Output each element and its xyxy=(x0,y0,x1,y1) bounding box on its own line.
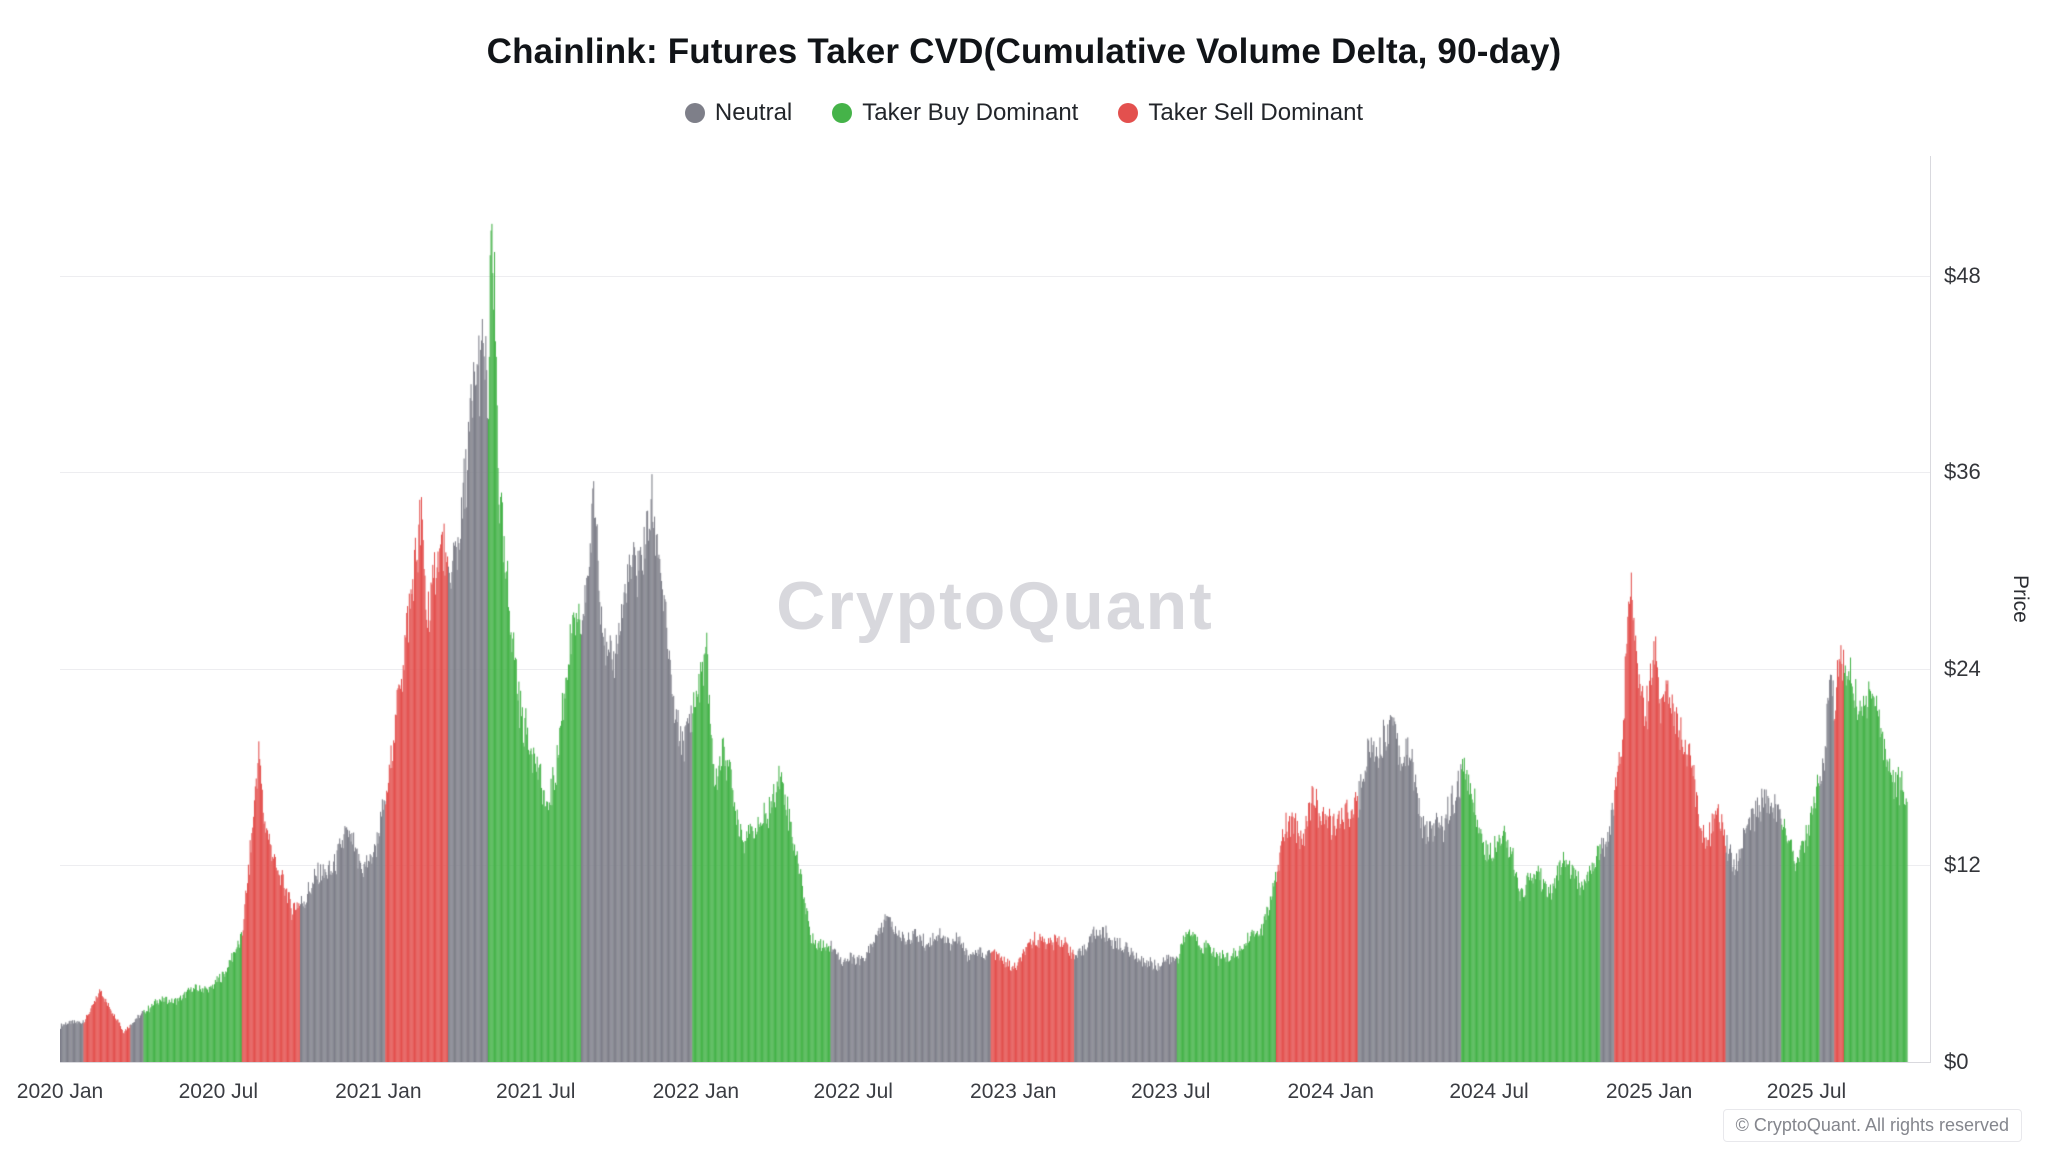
chart-title: Chainlink: Futures Taker CVD(Cumulative … xyxy=(486,32,1562,71)
x-tick-label: 2021 Jul xyxy=(496,1080,576,1103)
y-tick-label: $0 xyxy=(1944,1049,1969,1074)
x-tick-label: 2024 Jan xyxy=(1287,1080,1374,1103)
legend-label-taker-sell: Taker Sell Dominant xyxy=(1148,99,1364,126)
cvd-bar-chart[interactable] xyxy=(60,156,1930,1062)
copyright-notice: © CryptoQuant. All rights reserved xyxy=(1722,1109,2022,1142)
legend-label-neutral: Neutral xyxy=(714,99,793,126)
y-tick-label: $24 xyxy=(1944,655,1981,681)
y-axis-title: Price xyxy=(2009,575,2032,623)
chart-legend: Neutral Taker Buy Dominant Taker Sell Do… xyxy=(0,99,2048,127)
x-tick-label: 2021 Jan xyxy=(335,1080,422,1103)
x-tick-label: 2025 Jan xyxy=(1605,1080,1693,1103)
x-tick-label: 2020 Jul xyxy=(178,1080,258,1103)
legend-item-taker-sell[interactable]: Taker Sell Dominant xyxy=(1118,99,1363,127)
legend-dot-neutral-icon xyxy=(684,103,705,123)
x-tick-label: 2022 Jul xyxy=(813,1080,893,1103)
x-tick-label: 2023 Jul xyxy=(1130,1080,1211,1103)
x-tick-label: 2025 Jul xyxy=(1766,1080,1847,1103)
legend-item-taker-buy[interactable]: Taker Buy Dominant xyxy=(832,99,1078,127)
x-tick-label: 2024 Jul xyxy=(1449,1080,1529,1103)
x-tick-label: 2022 Jan xyxy=(652,1080,740,1103)
legend-label-taker-buy: Taker Buy Dominant xyxy=(862,99,1079,126)
legend-dot-buy-icon xyxy=(832,103,853,123)
legend-dot-sell-icon xyxy=(1118,103,1139,123)
x-axis-line xyxy=(60,1062,1931,1063)
legend-item-neutral[interactable]: Neutral xyxy=(684,99,793,127)
plot-area: CryptoQuant xyxy=(60,156,1930,1062)
x-tick-label: 2023 Jan xyxy=(970,1080,1057,1103)
y-tick-label: $12 xyxy=(1944,852,1981,878)
x-tick-label: 2020 Jan xyxy=(16,1080,104,1103)
y-tick-label: $36 xyxy=(1944,459,1981,485)
y-axis-line xyxy=(1930,156,1931,1063)
y-tick-label: $48 xyxy=(1944,262,1981,288)
